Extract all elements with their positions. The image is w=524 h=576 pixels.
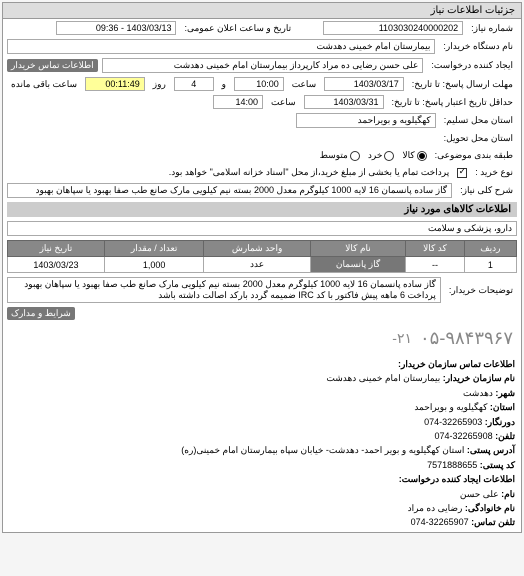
validity-date: 1403/03/31 [304,95,384,109]
remaining-days: 4 [174,77,214,91]
th-unit: واحد شمارش [204,241,311,257]
subject: گاز ساده پانسمان 16 لایه 1000 کیلوگرم مع… [7,183,452,198]
table-row[interactable]: 1 -- گاز پانسمان عدد 1,000 1403/03/23 [8,257,517,273]
radio-small-label: خرد [368,150,383,161]
location-label: استان محل تسلیم: [440,114,517,127]
creator: علی حسن رضایی ده مراد کارپرداز بیمارستان… [102,58,424,73]
th-date: تاریخ نیاز [8,241,105,257]
buyer-org: بیمارستان امام خمینی دهدشت [7,39,435,54]
buyer-notes: گاز ساده پانسمان 16 لایه 1000 کیلوگرم مع… [7,277,441,303]
c-province-label: استان: [490,402,515,412]
subject-label: شرح کلی نیاز: [456,184,517,197]
request-number-label: شماره نیاز: [467,22,517,35]
cell-unit: عدد [204,257,311,273]
validity-label: حداقل تاریخ اعتبار پاسخ: تا تاریخ: [388,96,517,109]
contact-header: اطلاعات تماس سازمان خریدار: [398,359,515,369]
radio-medium-label: متوسط [320,150,348,161]
remaining-suffix: ساعت باقی مانده [7,78,81,91]
cc-phone-label: تلفن تماس: [471,517,515,527]
items-header: اطلاعات کالاهای مورد نیاز [7,202,517,217]
th-name: نام کالا [310,241,405,257]
cell-date: 1403/03/23 [8,257,105,273]
radio-goods[interactable] [417,151,427,161]
buyer-org-label: نام دستگاه خریدار: [439,40,517,53]
deadline-date: 1403/03/17 [324,77,404,91]
cc-name-label: نام: [501,489,515,499]
cc-family-label: نام خانوادگی: [465,503,515,513]
contact-block: اطلاعات تماس سازمان خریدار: نام سازمان خ… [3,355,521,532]
delivery-label: استان محل تحویل: [440,132,517,145]
c-org-label: نام سازمان خریدار: [443,373,515,383]
creator-label: ایجاد کننده درخواست: [427,59,517,72]
remaining-and: و [218,78,230,91]
public-datetime-label: تاریخ و ساعت اعلان عمومی: [180,22,295,35]
masked-phone: ۰۵-۹۸۴۳۹۶۷ [416,324,517,353]
cc-name: علی حسن [460,489,499,499]
c-phone-label: تلفن: [495,431,515,441]
c-fax: 32265903-074 [424,417,482,427]
public-datetime: 1403/03/13 - 09:36 [56,21,176,35]
th-code: کد کالا [406,241,465,257]
panel-title: جزئیات اطلاعات نیاز [3,3,521,19]
category: دارو، پزشکی و سلامت [7,221,517,236]
cell-name: گاز پانسمان [310,257,405,273]
th-qty: تعداد / مقدار [104,241,203,257]
radio-goods-label: کالا [402,150,414,161]
radio-small[interactable] [384,151,394,161]
c-city: دهدشت [463,388,493,398]
validity-time: 14:00 [213,95,263,109]
creator-contact-header: اطلاعات ایجاد کننده درخواست: [399,474,515,484]
deadline-time-label: ساعت [288,78,321,91]
c-province: کهگیلویه و بویراحمد [414,402,487,412]
c-address-label: آدرس پستی: [467,445,515,455]
phone-redact: ۲۱- [392,330,412,347]
c-address: استان کهگیلویه و بویر احمد- دهدشت- خیابا… [181,445,464,455]
cell-qty: 1,000 [104,257,203,273]
validity-time-label: ساعت [267,96,300,109]
c-postal: 7571888655 [427,460,477,470]
items-table: ردیف کد کالا نام کالا واحد شمارش تعداد /… [7,240,517,273]
conditions-link[interactable]: شرایط و مدارک [7,307,75,320]
th-row: ردیف [464,241,516,257]
c-fax-label: دورنگار: [485,417,515,427]
purchase-note: پرداخت تمام یا بخشی از مبلغ خرید،از محل … [165,166,453,179]
purchase-type-label: نوع خرید : [471,166,517,179]
budget-class-label: طبقه بندی موضوعی: [431,149,517,162]
remaining-days-label: روز [149,78,170,91]
budget-radio-group: کالا خرد متوسط [320,150,427,161]
location: کهگیلویه و بویراحمد [296,113,436,128]
purchase-checkbox[interactable] [457,168,467,178]
cell-row: 1 [464,257,516,273]
buyer-contact-button[interactable]: اطلاعات تماس خریدار [7,59,98,72]
c-postal-label: کد پستی: [480,460,515,470]
remaining-time: 00:11:49 [85,77,145,91]
deadline-time: 10:00 [234,77,284,91]
request-number: 1103030240000202 [323,21,463,35]
c-city-label: شهر: [495,388,515,398]
cc-phone: 32265907-074 [411,517,469,527]
c-org: بیمارستان امام خمینی دهدشت [326,373,440,383]
radio-medium[interactable] [350,151,360,161]
cc-family: رضایی ده مراد [408,503,463,513]
deadline-label: مهلت ارسال پاسخ: تا تاریخ: [408,78,517,91]
cell-code: -- [406,257,465,273]
c-phone: 32265908-074 [435,431,493,441]
buyer-notes-label: توضیحات خریدار: [445,284,517,297]
table-header-row: ردیف کد کالا نام کالا واحد شمارش تعداد /… [8,241,517,257]
